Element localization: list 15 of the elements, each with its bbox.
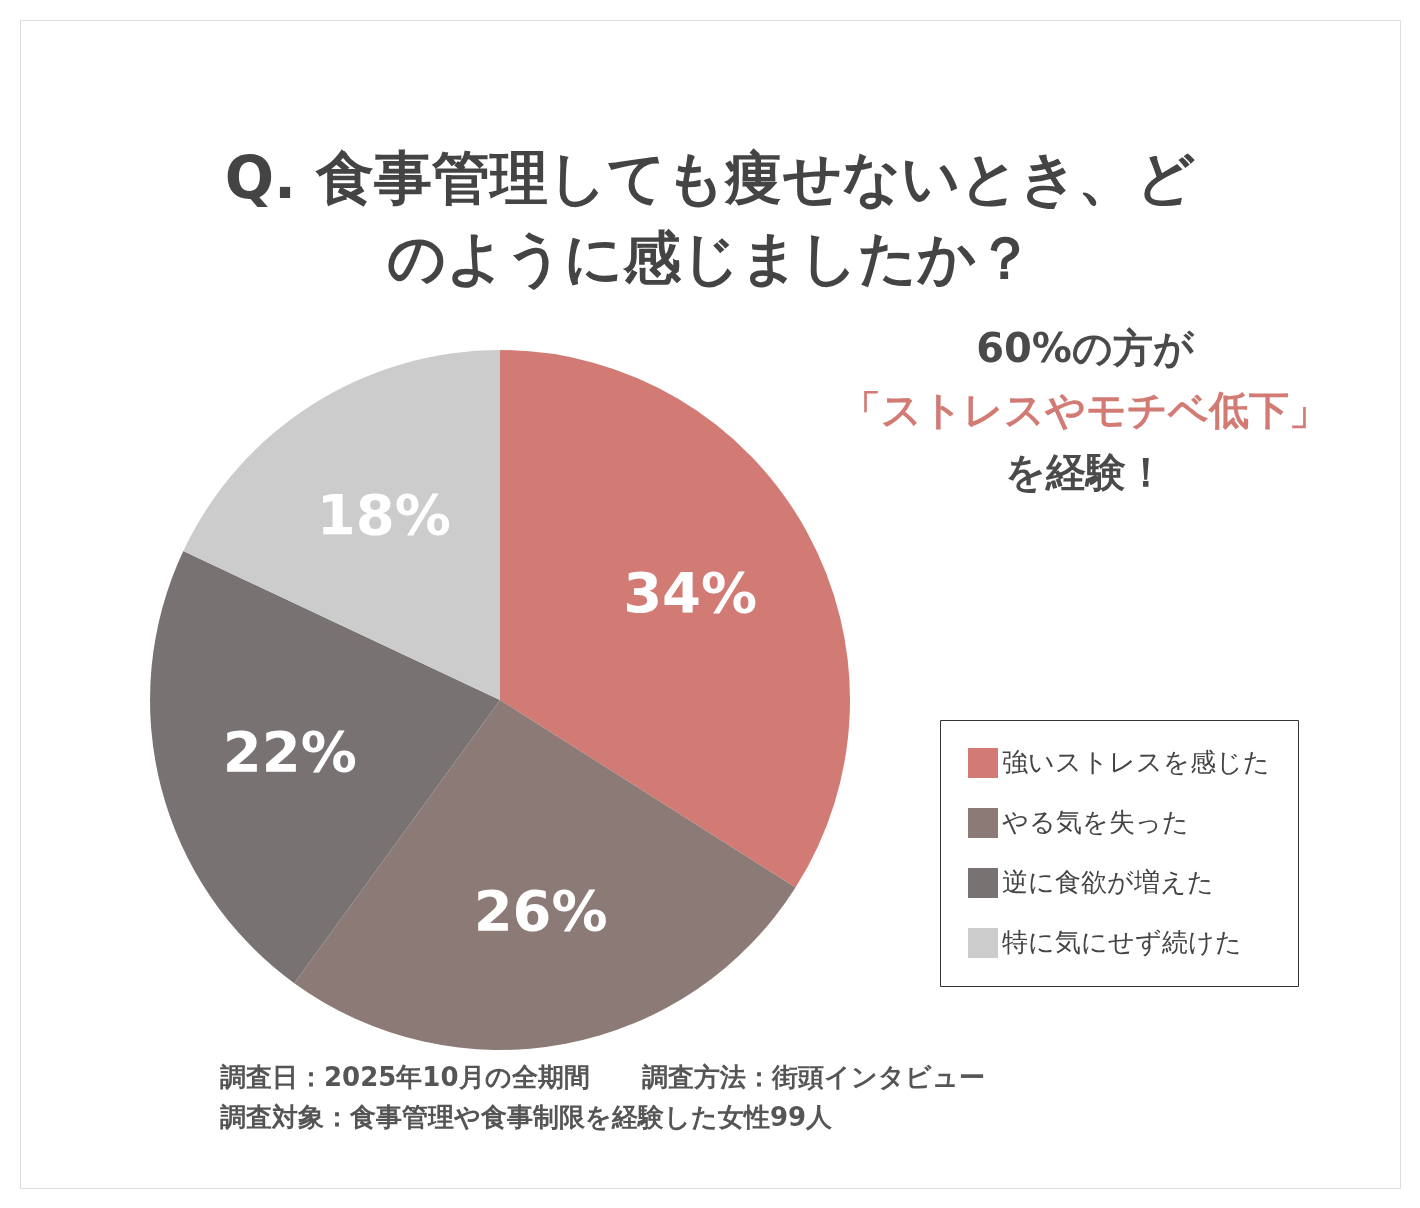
- text: 調査日：2025年10月の全期間 調査方法：街頭インタビュー: [220, 1062, 985, 1092]
- text: 60%の方が: [976, 325, 1195, 371]
- chart-title: Q. 食事管理しても痩せないとき、どのように感じましたか？: [224, 144, 1196, 292]
- legend-label: 逆に食欲が増えた: [1002, 867, 1214, 897]
- pie-slice: [500, 350, 850, 888]
- data-label: 26%: [473, 878, 608, 944]
- text: 調査対象：食事管理や食事制限を経験した女性99人: [220, 1102, 834, 1132]
- text: 「ストレスやモチベ低下」: [841, 387, 1329, 433]
- data-label: 22%: [222, 718, 357, 784]
- legend-label: 特に気にせず続けた: [1002, 927, 1242, 957]
- legend-label: やる気を失った: [1002, 807, 1189, 837]
- text: を経験！: [1004, 449, 1166, 495]
- data-label: 34%: [623, 560, 758, 626]
- pie-slice: [183, 350, 500, 700]
- legend-label: 強いストレスを感じた: [1002, 747, 1270, 777]
